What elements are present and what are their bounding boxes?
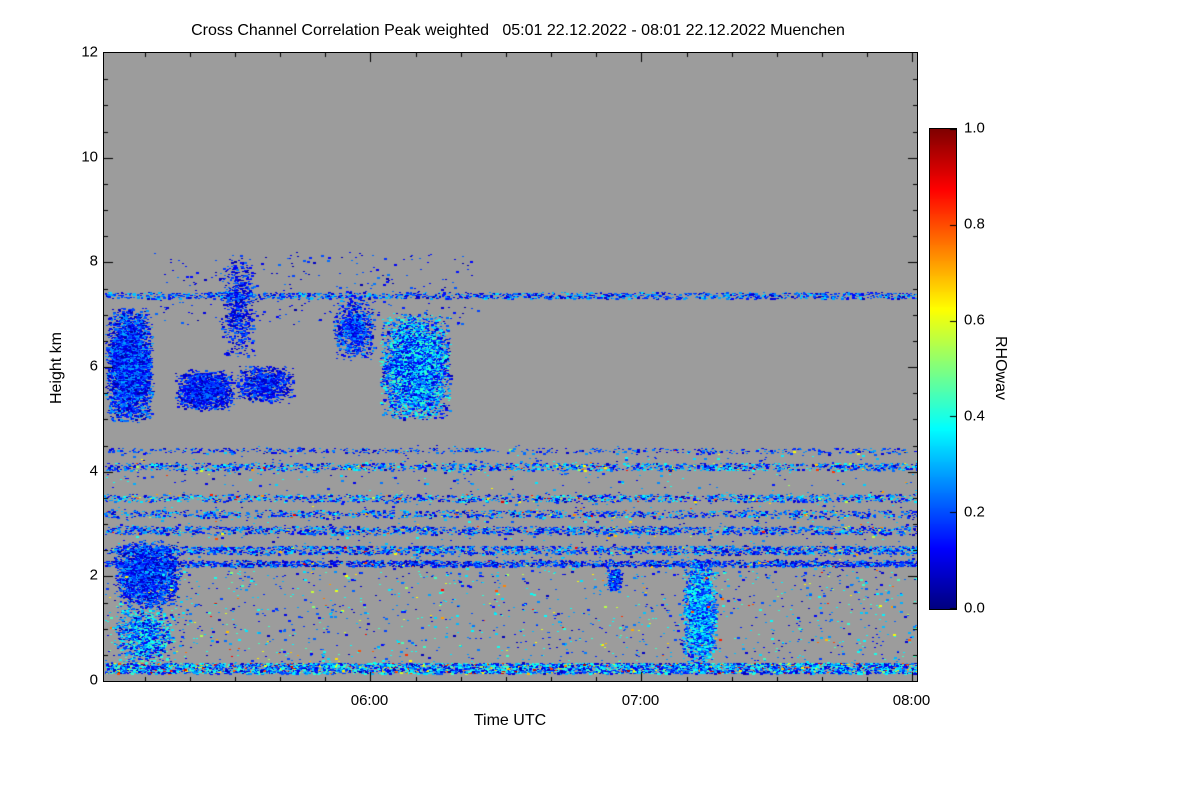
colorbar-tick-label: 0.0: [964, 599, 985, 617]
y-tick-label: 12: [81, 43, 98, 61]
x-tick-label: 07:00: [621, 692, 660, 709]
colorbar-tick-label: 0.8: [964, 215, 985, 233]
y-tick-label: 0: [89, 671, 98, 689]
heatmap-canvas: [104, 53, 917, 681]
y-tick-label: 2: [89, 566, 98, 584]
plot-area: [103, 52, 918, 682]
colorbar-tick-label: 0.4: [964, 407, 985, 425]
y-tick-label: 8: [89, 252, 98, 270]
y-tick-label: 6: [89, 357, 98, 375]
colorbar-tick-label: 1.0: [964, 119, 985, 137]
y-tick-label: 4: [89, 462, 98, 480]
colorbar: [929, 128, 957, 610]
x-tick-label: 06:00: [350, 692, 389, 709]
colorbar-canvas: [930, 129, 956, 609]
colorbar-axis-label: RHOwav: [992, 335, 1009, 401]
y-tick-label: 10: [81, 148, 98, 166]
x-axis-label: Time UTC: [473, 712, 547, 729]
colorbar-tick-label: 0.2: [964, 503, 985, 521]
x-tick-label: 08:00: [892, 692, 931, 709]
colorbar-tick-label: 0.6: [964, 311, 985, 329]
y-axis-label: Height km: [48, 331, 65, 405]
chart-title: Cross Channel Correlation Peak weighted …: [191, 22, 845, 39]
